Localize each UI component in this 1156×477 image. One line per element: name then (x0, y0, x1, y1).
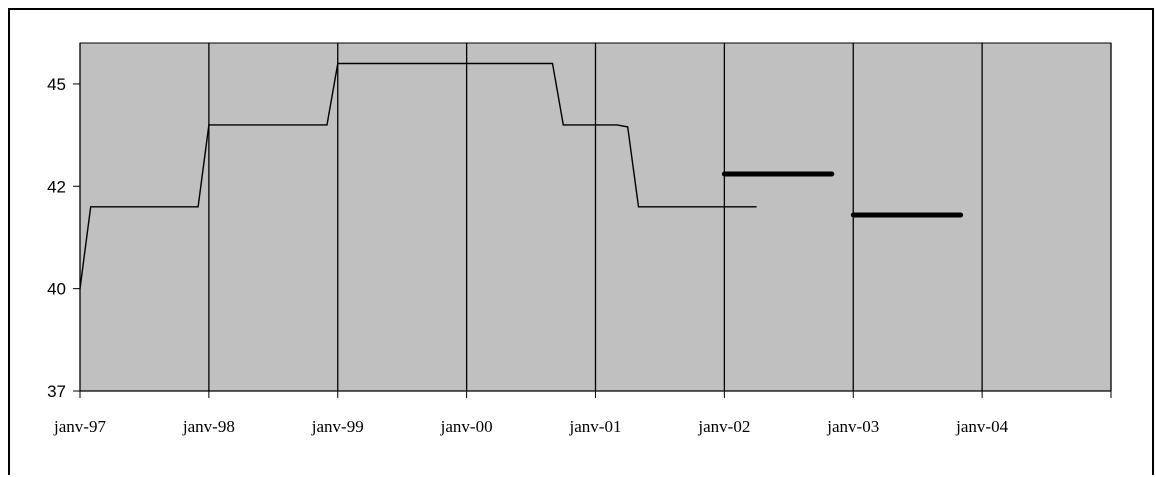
y-tick-label: 37 (47, 382, 66, 401)
y-tick-label: 42 (47, 177, 66, 196)
chart-frame (8, 8, 1154, 475)
x-tick-label: janv-01 (569, 417, 622, 436)
x-tick-label: janv-99 (311, 417, 364, 436)
vertical-gridlines (208, 43, 1112, 391)
x-tick-label: janv-03 (826, 417, 879, 436)
x-tick-label: janv-97 (53, 417, 106, 436)
y-tick-label: 40 (47, 280, 66, 299)
x-tick-label: janv-98 (182, 417, 235, 436)
y-tick-label: 45 (47, 75, 66, 94)
tick-labels: janv-97 janv-98 janv-99 janv-00 janv-01 janv-… (47, 75, 1009, 436)
series-line-1 (79, 62, 757, 289)
series-lines (79, 62, 964, 289)
x-tick-label: janv-04 (955, 417, 1008, 436)
x-tick-label: janv-02 (697, 417, 750, 436)
x-tick-label: janv-00 (440, 417, 493, 436)
axes (73, 43, 1112, 398)
